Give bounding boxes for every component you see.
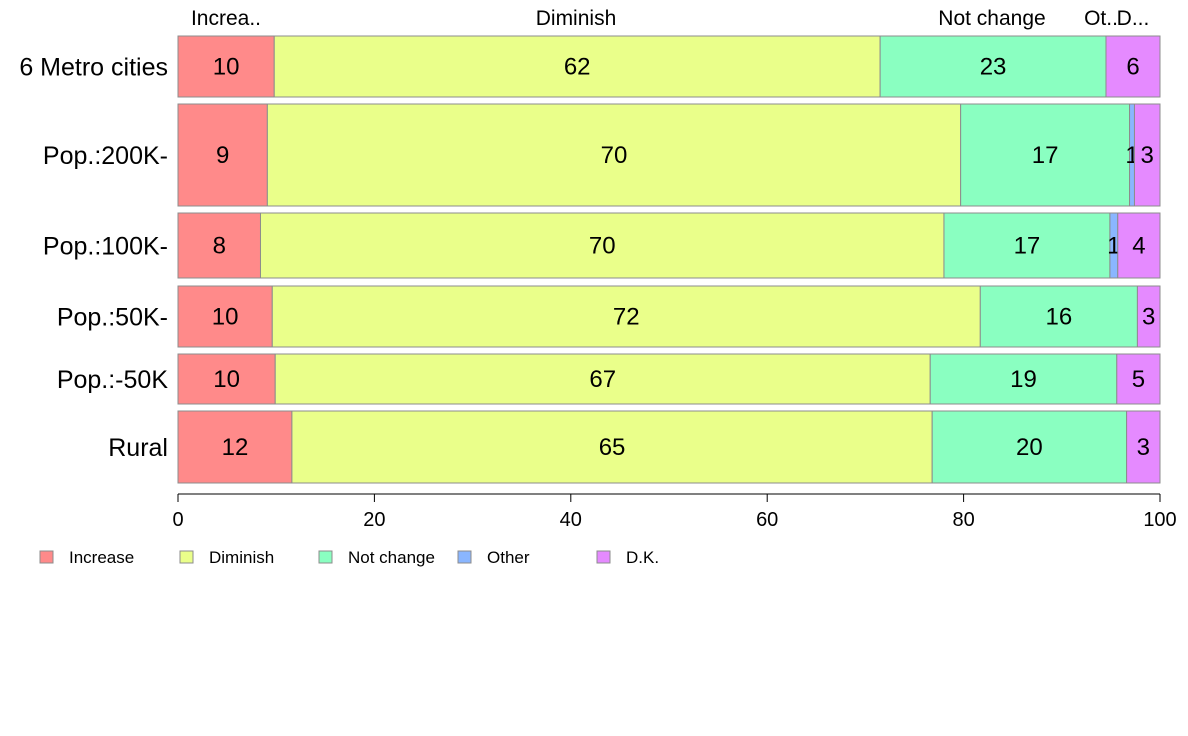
- bar-segment-diminish: [271, 285, 981, 348]
- data-label: 72: [613, 304, 640, 331]
- data-label: 12: [222, 434, 249, 461]
- legend-item: Other: [457, 548, 530, 567]
- data-label: 9: [216, 142, 229, 169]
- legend-item: Increase: [39, 548, 134, 567]
- data-label: 62: [564, 54, 591, 81]
- bar-row: 12 65 20 3: [177, 410, 1161, 484]
- legend-item: Not change: [318, 548, 435, 567]
- bar-segment-not-change: [960, 103, 1131, 207]
- top-label: Not change: [938, 7, 1045, 30]
- bar-segment-increase: [177, 285, 273, 348]
- bar-segment-d-k: [1126, 410, 1161, 484]
- legend-swatch: [457, 550, 472, 564]
- top-label: Increa..: [191, 7, 261, 30]
- bar-segment-d-k: [1105, 35, 1161, 98]
- bar-segment-diminish: [266, 103, 962, 207]
- top-label: D...: [1117, 7, 1150, 30]
- category-label: 6 Metro cities: [19, 54, 168, 82]
- data-label: 70: [589, 233, 616, 260]
- legend-swatch: [39, 550, 54, 564]
- category-labels: 6 Metro cities Pop.:200K- Pop.:100K- Pop.:5…: [19, 54, 168, 463]
- data-label: 70: [601, 142, 628, 169]
- x-tick-label: 100: [1143, 509, 1176, 531]
- bar-segment-increase: [177, 35, 275, 98]
- legend-label: Other: [487, 548, 530, 567]
- data-label: 17: [1014, 233, 1041, 260]
- bar-segment-not-change: [943, 212, 1111, 279]
- bar-row: 10 72 16 3: [177, 285, 1161, 348]
- top-label: Diminish: [536, 7, 617, 30]
- data-label: 10: [212, 304, 239, 331]
- x-tick-label: 80: [952, 509, 974, 531]
- data-label: 10: [213, 54, 240, 81]
- data-label: 17: [1032, 142, 1059, 169]
- x-axis: 0 20 40 60 80 100: [172, 493, 1177, 531]
- bar-segment-diminish: [291, 410, 933, 484]
- bar-segment-increase: [177, 212, 261, 279]
- bar-row: 10 62 23 6: [177, 35, 1161, 98]
- category-label: Pop.:100K-: [43, 233, 168, 261]
- bar-segment-increase: [177, 103, 268, 207]
- data-label: 6: [1126, 54, 1139, 81]
- bar-row: 9 70 17 1 3: [177, 103, 1161, 207]
- legend-label: Not change: [348, 548, 435, 567]
- data-label: 67: [589, 366, 616, 393]
- data-label: 16: [1046, 304, 1073, 331]
- legend-label: Diminish: [209, 548, 274, 567]
- bar-segment-d-k: [1133, 103, 1161, 207]
- data-label: 4: [1132, 233, 1145, 260]
- top-labels: Increa.. Diminish Not change Ot..D...: [191, 7, 1149, 30]
- category-label: Rural: [108, 434, 168, 462]
- data-label: 19: [1010, 366, 1037, 393]
- data-label: 20: [1016, 434, 1043, 461]
- bar-segment-diminish: [274, 353, 931, 405]
- legend-label: D.K.: [626, 548, 659, 567]
- data-label: 1: [1107, 233, 1120, 260]
- bar-segment-diminish: [273, 35, 881, 98]
- x-tick-label: 60: [756, 509, 778, 531]
- bar-segment-not-change: [931, 410, 1128, 484]
- data-label: 10: [213, 366, 240, 393]
- legend-swatch: [318, 550, 333, 564]
- data-label: 65: [599, 434, 626, 461]
- bar-segment-d-k: [1116, 353, 1161, 405]
- category-label: Pop.:-50K: [57, 366, 169, 394]
- legend-swatch: [179, 550, 194, 564]
- bar-segment-d-k: [1136, 285, 1161, 348]
- bar-segment-increase: [177, 410, 293, 484]
- bar-segment-not-change: [979, 285, 1138, 348]
- legend-swatch: [596, 550, 611, 564]
- data-label: 5: [1132, 366, 1145, 393]
- data-label: 3: [1137, 434, 1150, 461]
- bar-row: 10 67 19 5: [177, 353, 1161, 405]
- legend-label: Increase: [69, 548, 134, 567]
- legend: Increase Diminish Not change Other D.K.: [39, 548, 659, 567]
- data-label: 8: [213, 233, 226, 260]
- bars: 10 62 23 69 70 17 1 38 70 17 1 410 72 16 310 67 19 512 65 2…: [177, 35, 1161, 484]
- top-label: Ot..: [1084, 7, 1118, 30]
- data-label: 23: [980, 54, 1007, 81]
- data-label: 3: [1141, 142, 1154, 169]
- bar-segment-increase: [177, 353, 276, 405]
- bar-segment-not-change: [929, 353, 1118, 405]
- legend-item: Diminish: [179, 548, 274, 567]
- legend-item: D.K.: [596, 548, 659, 567]
- category-label: Pop.:200K-: [43, 142, 168, 170]
- bar-segment-diminish: [259, 212, 945, 279]
- bar-segment-not-change: [879, 35, 1107, 98]
- category-label: Pop.:50K-: [57, 304, 168, 332]
- bar-segment-d-k: [1117, 212, 1161, 279]
- x-tick-label: 40: [560, 509, 582, 531]
- bar-row: 8 70 17 1 4: [177, 212, 1161, 279]
- x-tick-label: 20: [363, 509, 385, 531]
- x-tick-label: 0: [172, 509, 183, 531]
- data-label: 3: [1142, 304, 1155, 331]
